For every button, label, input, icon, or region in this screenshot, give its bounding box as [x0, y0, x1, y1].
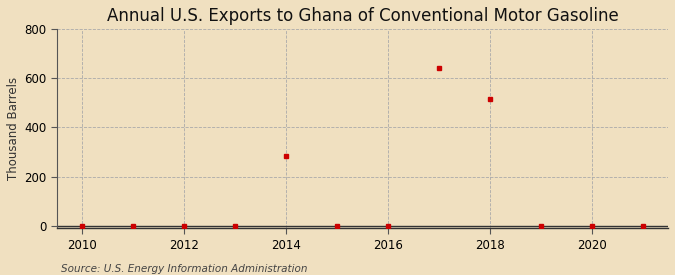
- Y-axis label: Thousand Barrels: Thousand Barrels: [7, 77, 20, 180]
- Text: Source: U.S. Energy Information Administration: Source: U.S. Energy Information Administ…: [61, 264, 307, 274]
- Title: Annual U.S. Exports to Ghana of Conventional Motor Gasoline: Annual U.S. Exports to Ghana of Conventi…: [107, 7, 618, 25]
